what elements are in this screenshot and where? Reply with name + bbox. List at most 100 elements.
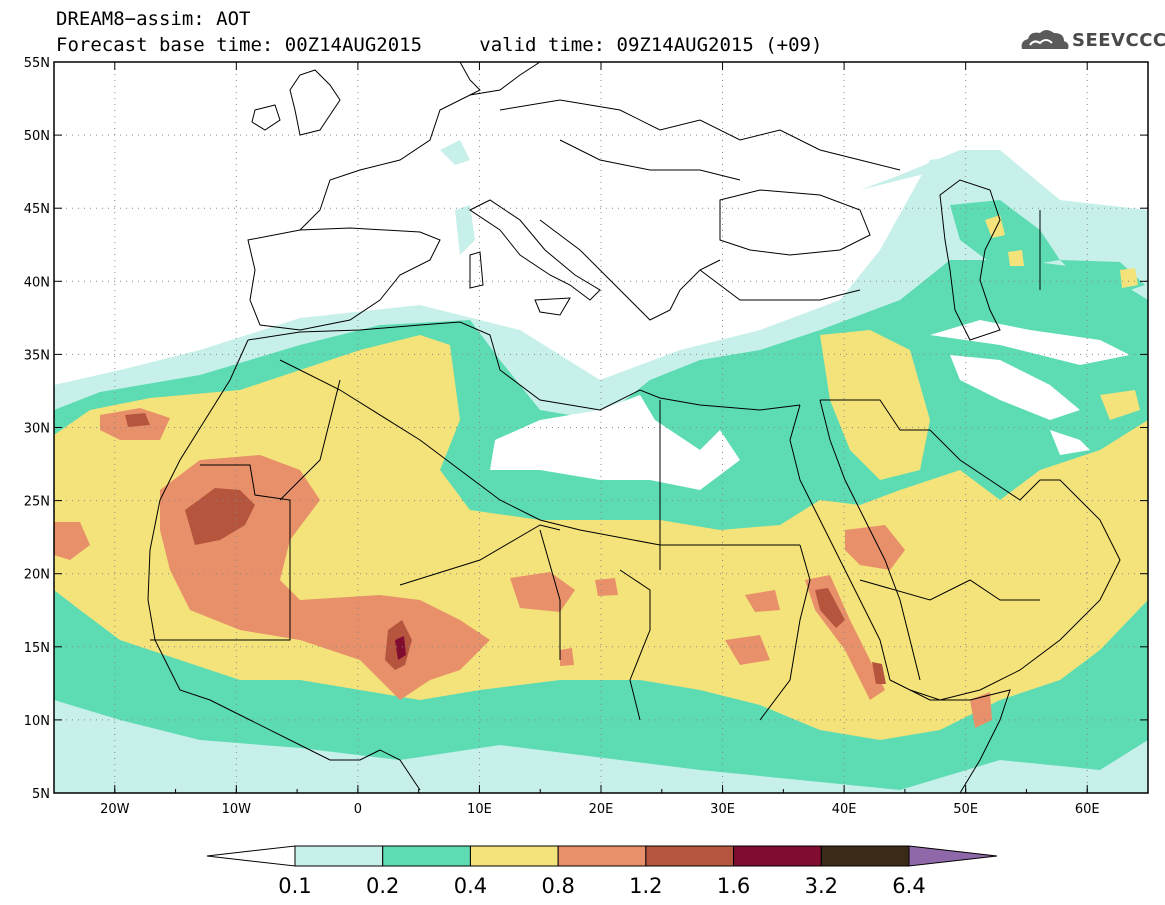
italy-coastline [469,199,601,301]
country-border [150,464,291,641]
balkans-coastline [539,219,721,321]
aot-contour-0.8 [595,578,618,596]
lon-tick-label: 10W [222,802,252,817]
aot-contour-1.2 [185,488,255,545]
country-border [279,359,800,546]
lon-tick-label: 50E [953,802,978,817]
aot-contour-0.8 [970,692,992,728]
lon-tick-label: 20W [100,802,130,817]
lat-tick-label: 20N [24,568,50,583]
red-sea-east-coastline [819,399,921,681]
country-border [499,99,901,171]
colorbar-swatch [382,845,471,867]
aot-contour-1.2 [125,413,150,427]
lat-tick-label: 55N [24,56,50,71]
lat-tick-label: 10N [24,714,50,729]
colorbar-high-arrow [908,845,998,867]
seevccc-cloud-logo-icon [1021,30,1069,49]
country-border [279,379,341,501]
red-sea-west-coastline [789,404,891,681]
valid-time-label: valid time: 09Z14AUG2015 (+09) [479,34,823,56]
colorbar-swatch [645,845,735,867]
aot-contour-0.8 [560,648,574,666]
map-subtitle: Forecast base time: 00Z14AUG2015 valid t… [56,34,822,56]
colorbar-swatch [733,845,822,867]
graticule-grid [54,62,1148,793]
lat-tick-label: 35N [24,348,50,363]
country-border [759,544,811,721]
colorbar-swatch [557,845,647,867]
lat-tick-label: 30N [24,422,50,437]
colorbar-label: 0.2 [366,874,399,898]
logo-text: SEEVCCC [1072,30,1165,51]
aot-contour-0.4 [1100,390,1140,420]
aot-contour-1.6 [395,636,406,660]
lat-tick-label: 45N [24,202,50,217]
aot-contour-0.8 [845,525,905,570]
aot-contour-1.2 [872,662,886,684]
west-africa-coastline [147,339,381,761]
lon-tick-label: 10E [467,802,492,817]
country-border [399,524,561,586]
aot-contour-0.8 [510,572,575,612]
black-sea-coastline [719,189,871,256]
country-border [539,529,561,660]
country-border [820,399,930,431]
map-axes: 20W 10W 0 10E 20E 30E 40E 50E 60E 5N 10N 15N 20N 25N 3… [24,56,1149,817]
sicily-coastline [534,297,571,316]
colorbar-swatch [294,845,384,867]
caspian-sea-coastline [939,179,1001,341]
aot-contour-fields [54,140,1148,793]
coastlines-borders [147,62,1121,793]
colorbar-label: 0.4 [454,874,487,898]
gulf-of-guinea-coastline [379,749,421,791]
lon-tick-label: 0 [354,802,362,817]
colorbar-label: 1.6 [717,874,750,898]
denmark-coastline [459,62,481,96]
colorbar: 0.1 0.2 0.4 0.8 1.2 1.6 3.2 6.4 [206,845,998,898]
ireland-coastline [251,104,281,131]
western-europe-coastline [299,62,541,231]
country-border [559,139,741,181]
aot-contour-below-0.1 [930,320,1130,365]
aot-contour-0.1 [440,140,470,165]
lon-tick-label: 30E [710,802,735,817]
colorbar-low-arrow [206,845,296,867]
colorbar-label: 6.4 [892,874,925,898]
aot-contour-below-0.1 [490,395,740,490]
lat-tick-label: 25N [24,495,50,510]
colorbar-label: 3.2 [805,874,838,898]
country-border [859,579,1040,601]
sardinia-coastline [469,251,484,289]
north-africa-coastline [247,321,801,411]
aot-contour-0.4 [820,330,930,480]
aot-contour-0.1 [455,205,475,255]
lon-tick-label: 20E [589,802,614,817]
lat-tick-label: 15N [24,641,50,656]
aot-contour-below-0.1 [950,355,1080,420]
colorbar-swatch [820,845,910,867]
lat-tick-label: 40N [24,275,50,290]
lon-tick-label: 60E [1075,802,1100,817]
map-title: DREAM8−assim: AOT [56,8,251,30]
lon-tick-label: 40E [832,802,857,817]
colorbar-label: 0.8 [541,874,574,898]
country-border [619,569,651,721]
base-time-label: Forecast base time: 00Z14AUG2015 [56,34,423,56]
aot-contour-0.8 [725,635,770,665]
horn-of-africa-coastline [889,679,1011,793]
aot-contour-below-0.1 [1050,430,1090,455]
turkey-coastline [699,269,861,301]
aot-contour-0.4 [1008,250,1024,266]
uk-coastline [289,69,341,136]
aot-contour-1.2 [815,588,845,628]
arabian-peninsula-coastline [909,429,1121,701]
colorbar-swatch [469,845,559,867]
aot-contour-0.4 [1120,268,1138,288]
aot-contour-0.8 [745,590,780,612]
aot-contour-0.1 [860,150,1000,190]
colorbar-label: 0.1 [278,874,311,898]
lat-tick-label: 5N [32,787,50,802]
